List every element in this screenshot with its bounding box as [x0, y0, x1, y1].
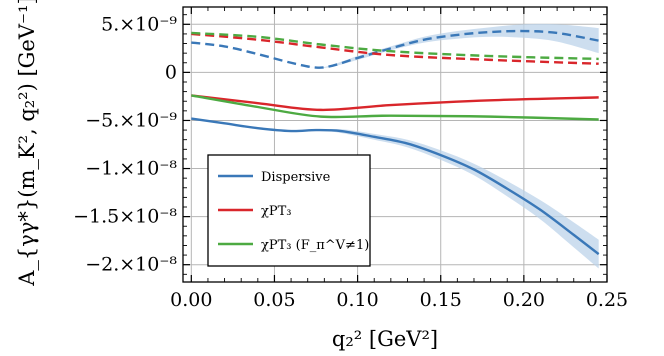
axis-ticks: 0.00 0.05 0.10 0.15 0.20 0.25 5.×10⁻⁹ 0 −5.×10⁻⁹…	[73, 7, 628, 311]
legend-label: Dispersive	[261, 170, 331, 185]
plot-frame	[182, 6, 608, 283]
line-pt-f-v-1-imaginary	[191, 31, 599, 61]
x-tick-label: 0.25	[586, 289, 628, 311]
series-lines	[191, 29, 600, 256]
legend-label: χPT₃ (F_π^V≠1)	[261, 238, 369, 253]
line-pt-f-v-1-real	[191, 94, 599, 121]
line-dispersive-real	[191, 117, 600, 256]
legend-label: χPT₃	[261, 204, 292, 219]
x-tick-label: 0.20	[503, 289, 545, 311]
line-pt-imaginary	[191, 32, 599, 65]
x-tick-label: 0.00	[170, 289, 212, 311]
x-tick-label: 0.10	[336, 289, 378, 311]
y-tick-label: −1.5×10⁻⁸	[73, 206, 177, 228]
y-axis-label: A_{γγ*}(m_K², q₂²) [GeV⁻¹]	[15, 0, 39, 287]
y-tick-label: −5.×10⁻⁹	[85, 109, 177, 131]
line-pt-real	[191, 94, 599, 112]
x-axis-label: q₂² [GeV²]	[332, 327, 438, 351]
legend: Dispersive χPT₃ χPT₃ (F_π^V≠1)	[207, 154, 371, 267]
y-tick-label: 5.×10⁻⁹	[101, 13, 177, 35]
y-tick-label: −2.×10⁻⁸	[85, 254, 177, 276]
y-tick-label: −1.×10⁻⁸	[85, 158, 177, 180]
x-tick-label: 0.15	[420, 289, 462, 311]
x-tick-label: 0.05	[253, 289, 295, 311]
band-dispersive-imaginary	[191, 23, 599, 68]
y-tick-label: 0	[165, 61, 177, 83]
